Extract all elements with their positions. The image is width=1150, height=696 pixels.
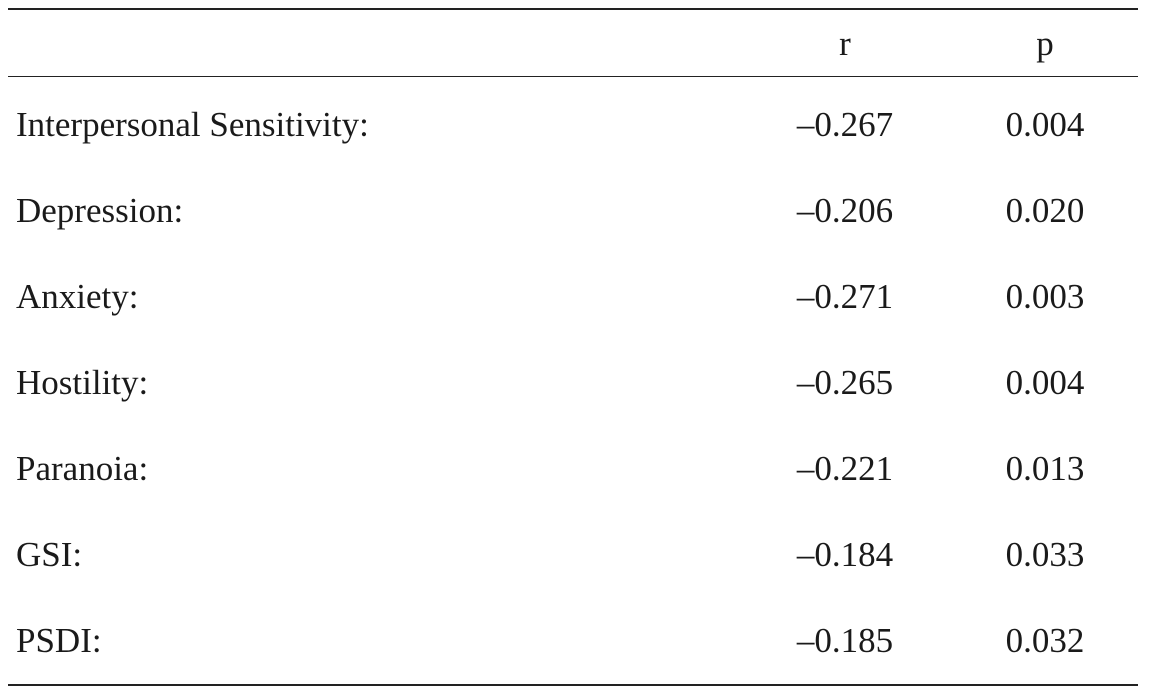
row-label: Paranoia: [16, 449, 149, 488]
row-p-value: 0.004 [1005, 105, 1085, 144]
row-p-value: 0.033 [1005, 535, 1085, 574]
table-row: Anxiety: –0.271 0.003 [0, 254, 1150, 340]
table-header-row: r p [0, 12, 1150, 76]
row-r-value: –0.271 [796, 277, 894, 316]
row-r-value: –0.185 [796, 621, 894, 660]
table-row: Depression: –0.206 0.020 [0, 168, 1150, 254]
row-p-value: 0.003 [1005, 277, 1085, 316]
table-row: Hostility: –0.265 0.004 [0, 340, 1150, 426]
row-label: GSI: [16, 535, 83, 574]
row-p-value: 0.004 [1005, 363, 1085, 402]
table-bottom-rule [8, 684, 1138, 686]
row-p-value: 0.013 [1005, 449, 1085, 488]
table-row: GSI: –0.184 0.033 [0, 512, 1150, 598]
row-r-value: –0.221 [796, 449, 894, 488]
table-header-rule [8, 76, 1138, 77]
row-label: PSDI: [16, 621, 102, 660]
row-p-value: 0.020 [1005, 191, 1085, 230]
row-r-value: –0.184 [796, 535, 894, 574]
row-label: Depression: [16, 191, 184, 230]
header-r: r [839, 24, 851, 63]
row-r-value: –0.267 [796, 105, 894, 144]
row-label: Anxiety: [16, 277, 139, 316]
header-p: p [1036, 24, 1054, 63]
row-r-value: –0.206 [796, 191, 894, 230]
table-top-rule [8, 8, 1138, 10]
table-row: Interpersonal Sensitivity: –0.267 0.004 [0, 82, 1150, 168]
table-row: Paranoia: –0.221 0.013 [0, 426, 1150, 512]
row-label: Hostility: [16, 363, 149, 402]
row-label: Interpersonal Sensitivity: [16, 105, 369, 144]
row-p-value: 0.032 [1005, 621, 1085, 660]
row-r-value: –0.265 [796, 363, 894, 402]
table-row: PSDI: –0.185 0.032 [0, 598, 1150, 684]
